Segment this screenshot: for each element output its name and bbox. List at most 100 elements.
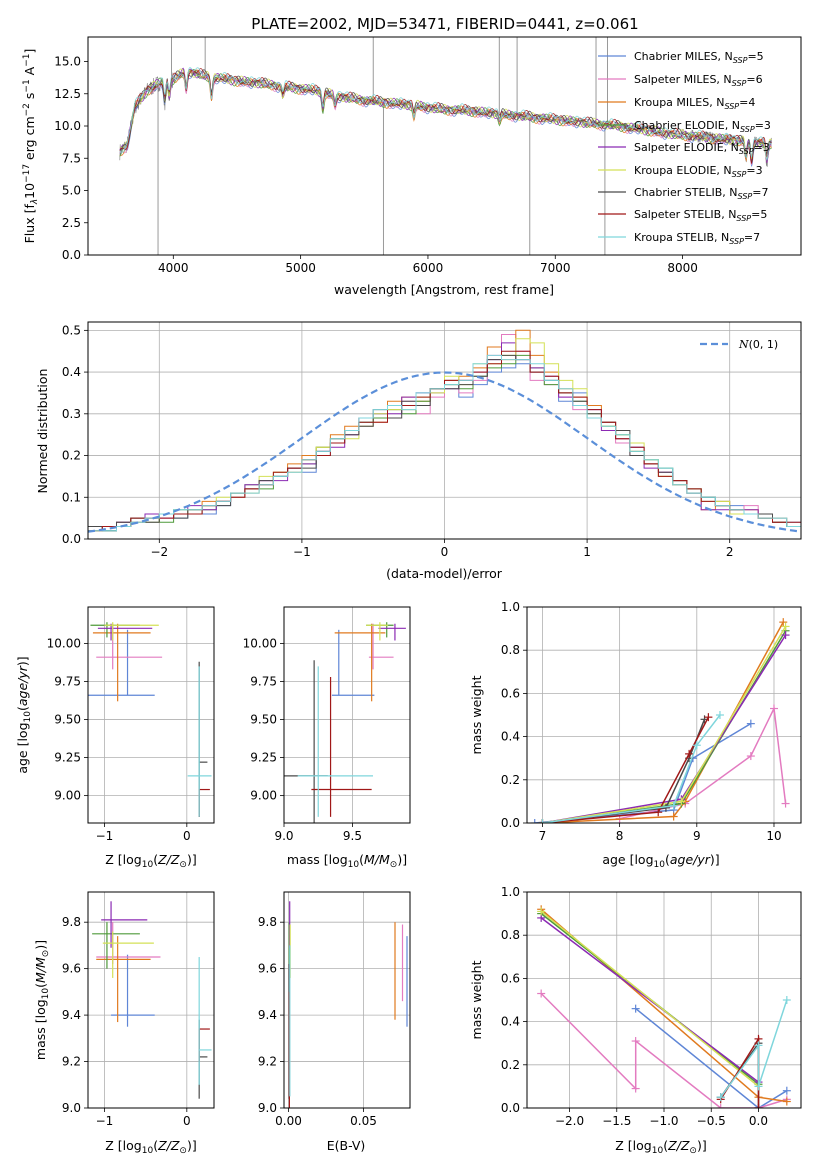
- y-tick-label: 9.75: [250, 675, 277, 689]
- y-tick-label: 10.0: [54, 119, 81, 133]
- y-tick-label: 9.8: [62, 915, 81, 929]
- y-tick-label: 9.6: [258, 962, 277, 976]
- x-tick-label: 5000: [285, 261, 316, 275]
- y-tick-label: 12.5: [54, 87, 81, 101]
- y-tick-label: 0.5: [62, 323, 81, 337]
- y-tick-label: 0.0: [62, 248, 81, 262]
- x-tick-label: 9: [693, 829, 701, 843]
- y-tick-label: 0.8: [501, 928, 520, 942]
- residual-panel: −2 −1 0 1 2 0.0 0.1 0.2 0.3 0.4 0.5: [62, 321, 802, 559]
- x-tick-label: 0.0: [749, 1114, 768, 1128]
- y-tick-label: 9.00: [250, 789, 277, 803]
- x-tick-label: −2.0: [555, 1114, 584, 1128]
- axes-frame: [87, 36, 802, 256]
- legend-label: Salpeter STELIB, NSSP=5: [634, 208, 767, 223]
- y-tick-label: 0.1: [62, 490, 81, 504]
- x-tick-label: 8000: [667, 261, 698, 275]
- massE-xlabel: E(B-V): [327, 1138, 366, 1153]
- spectrum-xlabel: wavelength [Angstrom, rest frame]: [334, 282, 554, 297]
- mass-weight-vs-age-panel: 7 8 9 10 0.0 0.2 0.4 0.6 0.8 1.0: [501, 600, 802, 843]
- gridlines: [527, 606, 801, 824]
- reference-label: N(0, 1): [738, 338, 778, 351]
- x-tick-label: 9.0: [274, 829, 293, 843]
- legend-label: Kroupa MILES, NSSP=4: [634, 96, 755, 111]
- age-vs-Z-panel: −1 0 9.00 9.25 9.50 9.75 10.00: [47, 606, 215, 843]
- x-tick-label: 1: [583, 545, 591, 559]
- axes-frame: [87, 891, 215, 1109]
- legend-label: Salpeter ELODIE, NSSP=3: [634, 141, 770, 156]
- legend-label: Chabrier ELODIE, NSSP=3: [634, 119, 771, 134]
- plot-area: [288, 901, 408, 1108]
- y-tick-label: 9.2: [62, 1055, 81, 1069]
- spectrum-ylabel: Flux [fλ10−17 erg cm−2 s−1 A−1]: [22, 49, 40, 244]
- legend-label: Chabrier MILES, NSSP=5: [634, 50, 764, 65]
- mass-vs-Z-panel: −1 0 9.0 9.2 9.4 9.6 9.8: [62, 891, 215, 1128]
- y-tick-label: 9.2: [258, 1055, 277, 1069]
- y-tick-label: 9.00: [54, 789, 81, 803]
- normal-curve: [88, 371, 801, 533]
- spectrum-panel: 4000 5000 6000 7000 8000 0.0 2.5 5.0 7.5 10.0 12.5…: [54, 36, 802, 275]
- x-tick-label: 4000: [158, 261, 189, 275]
- legend-label: Salpeter MILES, NSSP=6: [634, 73, 763, 88]
- weight-line: [540, 910, 759, 1087]
- mwZ-xlabel: Z [log10(Z/Z⊙)]: [615, 1138, 706, 1156]
- legend-label: Kroupa STELIB, NSSP=7: [634, 231, 760, 246]
- weight-line: [720, 1036, 760, 1108]
- y-tick-label: 9.4: [62, 1008, 81, 1022]
- y-tick-label: 5.0: [62, 184, 81, 198]
- y-tick-label: 1.0: [501, 600, 520, 614]
- x-tick-label: 0.00: [275, 1114, 302, 1128]
- y-tick-label: 0.0: [501, 1101, 520, 1115]
- plot-area: [88, 622, 212, 817]
- plot-area: [530, 618, 790, 823]
- weight-line: [542, 716, 710, 823]
- weight-line: [540, 917, 759, 1083]
- legend-entry: Kroupa MILES, NSSP=4: [598, 96, 755, 111]
- model-spectrum: [119, 68, 772, 160]
- x-tick-label: 7: [539, 829, 547, 843]
- y-tick-label: 9.0: [62, 1101, 81, 1115]
- plot-area: [88, 329, 801, 533]
- weight-line: [542, 621, 784, 823]
- age-vs-mass-panel: 9.0 9.5 9.00 9.25 9.50 9.75 10.00: [243, 606, 411, 843]
- y-tick-label: 9.6: [62, 962, 81, 976]
- y-tick-label: 0.4: [62, 365, 81, 379]
- axes-frame: [283, 606, 411, 824]
- y-tick-label: 0.4: [501, 1015, 520, 1029]
- x-tick-label: 2: [726, 545, 734, 559]
- weight-line: [635, 1008, 788, 1108]
- gridlines: [527, 891, 801, 1109]
- y-tick-label: 9.50: [54, 713, 81, 727]
- y-tick-label: 15.0: [54, 55, 81, 69]
- x-tick-label: −1: [293, 545, 311, 559]
- legend-label: Chabrier STELIB, NSSP=7: [634, 186, 768, 201]
- weight-line: [542, 714, 721, 823]
- model-spectrum: [119, 67, 772, 161]
- legend-entry: Chabrier MILES, NSSP=5: [598, 50, 764, 65]
- axes-frame: [87, 606, 215, 824]
- y-tick-label: 0.2: [62, 449, 81, 463]
- y-tick-label: 0.3: [62, 407, 81, 421]
- residual-xlabel: (data-model)/error: [386, 566, 503, 581]
- y-tick-label: 9.25: [250, 751, 277, 765]
- mwZ-ylabel: mass weight: [469, 960, 484, 1039]
- x-tick-label: 0.05: [350, 1114, 377, 1128]
- x-tick-label: 10: [766, 829, 781, 843]
- legend-entry: Kroupa ELODIE, NSSP=3: [598, 164, 763, 179]
- legend-label: Kroupa ELODIE, NSSP=3: [634, 164, 763, 179]
- x-tick-label: 8: [616, 829, 624, 843]
- legend-entry: Salpeter ELODIE, NSSP=3: [598, 141, 770, 156]
- axes-frame: [283, 891, 411, 1109]
- x-tick-label: 6000: [413, 261, 444, 275]
- y-tick-label: 9.4: [258, 1008, 277, 1022]
- weight-line: [542, 630, 787, 823]
- plot-area: [537, 905, 791, 1108]
- weight-line: [542, 634, 787, 823]
- gridlines: [284, 892, 410, 1109]
- axes-frame: [526, 606, 802, 824]
- residual-legend: N(0, 1): [700, 338, 778, 351]
- y-tick-label: 0.0: [62, 532, 81, 546]
- weight-line: [720, 999, 788, 1098]
- legend-entry: Salpeter STELIB, NSSP=5: [598, 208, 767, 223]
